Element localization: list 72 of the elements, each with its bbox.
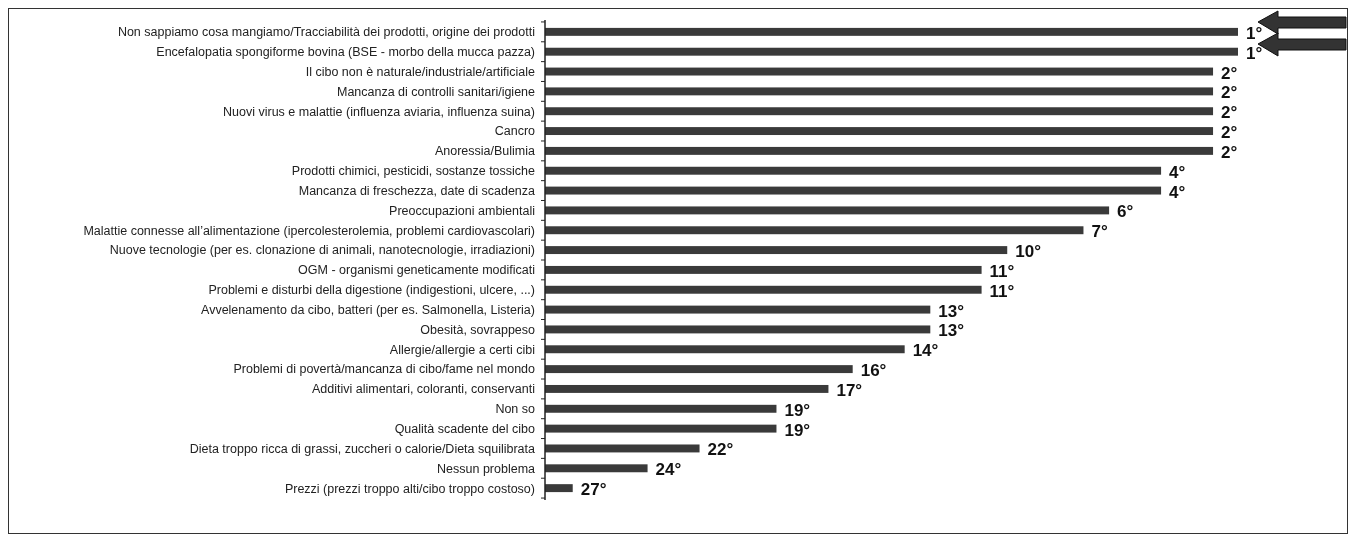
bar	[545, 305, 931, 314]
bar	[545, 345, 905, 354]
annotation: 6°	[1117, 202, 1134, 222]
bar	[545, 265, 982, 274]
bar	[545, 404, 777, 413]
bar	[545, 27, 1238, 36]
y-tick-label: Non sappiamo cosa mangiamo/Tracciabilità dei prodotti, origine dei prodotti	[117, 25, 535, 40]
annotation: 4°	[1169, 162, 1186, 182]
annotation: 4°	[1169, 182, 1186, 202]
annotation: 10°	[1015, 242, 1042, 262]
y-tick-label: Nuovi virus e malattie (influenza aviaria, influenza suina)	[223, 104, 535, 119]
annotation: 11°	[989, 281, 1015, 301]
annotation: 2°	[1221, 103, 1238, 123]
annotation: 24°	[655, 460, 682, 480]
bar	[545, 146, 1214, 155]
y-tick-label: Malattie connesse all’alimentazione (ipercolesterolemia, problemi cardiovascolari)	[83, 223, 535, 238]
annotation: 11°	[989, 261, 1015, 281]
y-tick-label: Mancanza di freschezza, date di scadenza	[298, 183, 536, 198]
bar	[545, 444, 700, 453]
bar	[545, 186, 1162, 195]
y-tick-label: Mancanza di controlli sanitari/igiene	[336, 84, 536, 99]
y-tick-label: Prezzi (prezzi troppo alti/cibo troppo costoso)	[284, 481, 535, 496]
annotation: 19°	[784, 400, 811, 420]
y-tick-label: Allergie/allergie a certi cibi	[389, 342, 535, 357]
bar	[545, 384, 829, 393]
y-tick-label: Problemi e disturbi della digestione (indigestioni, ulcere, ...)	[208, 283, 535, 298]
y-tick-label: Problemi di povertà/mancanza di cibo/fame nel mondo	[233, 362, 536, 377]
y-tick-label: Additivi alimentari, coloranti, conservanti	[311, 382, 535, 397]
bar	[545, 464, 648, 473]
annotation: 27°	[580, 480, 607, 500]
bar	[545, 285, 982, 294]
bar	[545, 47, 1238, 56]
annotation: 16°	[860, 361, 887, 381]
text: 1°	[1246, 43, 1263, 63]
bar	[545, 484, 573, 493]
annotation: 17°	[836, 380, 863, 400]
annotation: 2°	[1221, 142, 1238, 162]
annotation: 13°	[938, 301, 965, 321]
y-tick-label: Nessun problema	[437, 461, 536, 476]
text: 1°	[1246, 23, 1263, 43]
bar	[545, 206, 1110, 215]
annotation: 22°	[707, 440, 734, 460]
annotation: 2°	[1221, 63, 1238, 83]
annotation: 19°	[784, 420, 811, 440]
bar	[545, 127, 1214, 136]
annotation: 13°	[938, 321, 965, 341]
bar	[545, 325, 931, 334]
y-tick-label: Qualità scadente del cibo	[394, 421, 536, 436]
y-tick-label: Prodotti chimici, pesticidi, sostanze tossiche	[291, 164, 536, 179]
y-tick-label: Il cibo non è naturale/industriale/artificiale	[305, 64, 536, 79]
y-tick-label: Nuove tecnologie (per es. clonazione di animali, nanotecnologie, irradiazioni)	[109, 243, 535, 258]
annotation: 2°	[1221, 123, 1238, 143]
y-tick-label: Encefalopatia spongiforme bovina (BSE - morbo della mucca pazza)	[156, 45, 535, 60]
bar	[545, 107, 1214, 116]
bar	[545, 87, 1214, 96]
y-tick-label: Preoccupazioni ambientali	[389, 203, 535, 218]
bar	[545, 226, 1084, 235]
y-tick-label: Non so	[495, 402, 536, 417]
y-tick-label: Avvelenamento da cibo, batteri (per es. Salmonella, Listeria)	[201, 302, 535, 317]
bar	[545, 166, 1162, 175]
y-tick-label: Obesità, sovrappeso	[420, 322, 536, 337]
bar	[545, 246, 1008, 255]
y-tick-label: Anoressia/Bulimia	[434, 144, 536, 159]
bar	[545, 67, 1214, 76]
bar	[545, 424, 777, 433]
annotation: 7°	[1091, 222, 1108, 242]
bar	[545, 365, 853, 374]
y-tick-label: Cancro	[494, 124, 536, 139]
annotation: 14°	[912, 341, 939, 361]
y-tick-label: OGM - organismi geneticamente modificati	[298, 263, 535, 278]
y-tick-label: Dieta troppo ricca di grassi, zuccheri o calorie/Dieta squilibrata	[189, 441, 536, 456]
annotation: 2°	[1221, 83, 1238, 103]
